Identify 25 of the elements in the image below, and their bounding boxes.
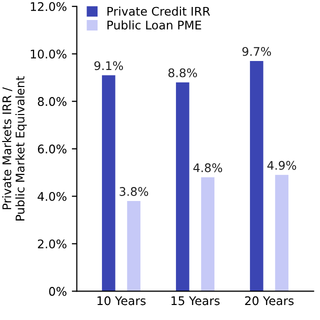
- data-label: 4.8%: [193, 163, 222, 172]
- y-tick-label: 0%: [49, 286, 66, 296]
- bar: [176, 82, 190, 292]
- x-tick-label: 20 Years: [245, 296, 294, 306]
- y-tick-label: 10.0%: [30, 50, 66, 59]
- data-label: 3.8%: [120, 187, 148, 196]
- y-tick-label: 6.0%: [38, 144, 66, 154]
- bar: [127, 201, 140, 292]
- legend-label: Private Credit IRR: [107, 6, 210, 16]
- bar: [201, 177, 214, 292]
- y-axis-title: Private Markets IRR / Public Market Equivalent: [2, 76, 27, 220]
- y-tick-label: 2.0%: [38, 239, 66, 248]
- y-tick-label: 4.0%: [38, 192, 66, 201]
- data-label: 9.1%: [94, 61, 123, 70]
- y-tick-label: 12.0%: [30, 2, 66, 12]
- x-tick-label: 15 Years: [172, 296, 220, 306]
- bar: [250, 60, 264, 292]
- x-tick-label: 10 Years: [98, 296, 146, 306]
- y-tick-label: 8.0%: [38, 97, 66, 106]
- legend-label: Public Loan PME: [107, 20, 202, 30]
- bar: [102, 75, 116, 292]
- data-label: 4.9%: [267, 160, 296, 170]
- data-label: 8.8%: [168, 68, 197, 78]
- bar: [275, 174, 288, 292]
- data-label: 9.7%: [242, 46, 271, 56]
